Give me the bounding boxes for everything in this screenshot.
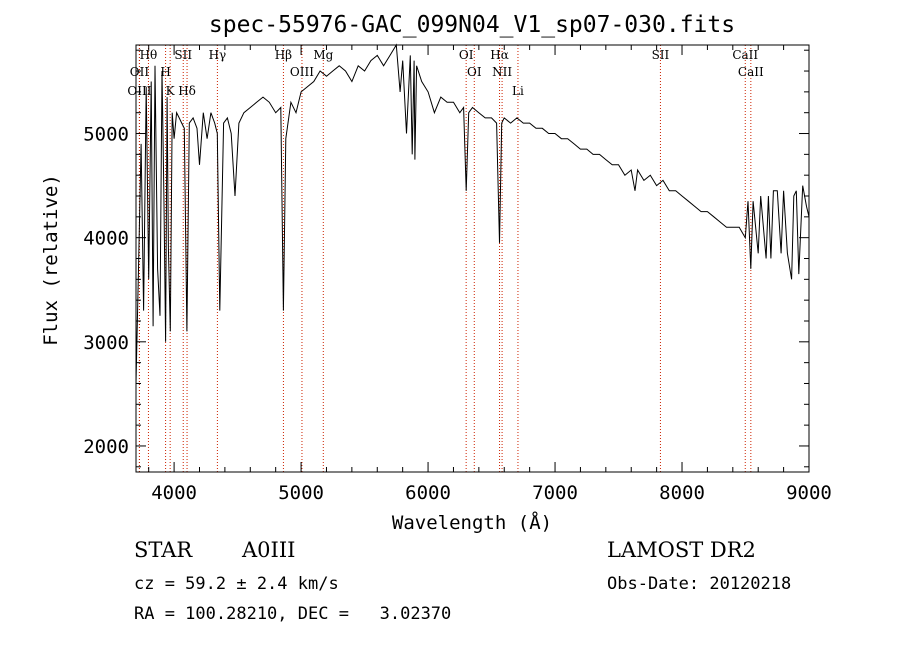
marker-label-6: Hδ xyxy=(178,84,196,98)
marker-label-9: OIII xyxy=(290,65,314,79)
plot-frame xyxy=(135,44,810,473)
coordinates: RA = 100.28210, DEC = 3.02370 xyxy=(134,604,452,624)
y-axis-ticks: 2000 3000 4000 5000 xyxy=(83,49,809,468)
marker-label-13: Hα xyxy=(490,48,509,62)
marker-label-8: Hβ xyxy=(275,48,292,62)
x-tick-label-2: 6000 xyxy=(405,482,451,504)
marker-label-0: Hθ xyxy=(140,48,158,62)
x-tick-label-0: 4000 xyxy=(151,482,197,504)
survey-name: LAMOST DR2 xyxy=(607,538,756,562)
y-tick-label-2: 4000 xyxy=(83,228,129,250)
x-axis-label: Wavelength (Å) xyxy=(392,511,552,534)
marker-label-2: OIII xyxy=(127,84,151,98)
marker-label-15: Li xyxy=(512,84,524,98)
spectrum-series xyxy=(135,43,810,384)
x-axis-ticks: 4000 5000 6000 7000 8000 9000 xyxy=(148,45,832,504)
marker-label-1: OII xyxy=(130,65,150,79)
object-subclass: A0III xyxy=(242,538,296,562)
chart-title: spec-55976-GAC_099N04_V1_sp07-030.fits xyxy=(209,12,735,38)
x-tick-label-4: 8000 xyxy=(659,482,705,504)
y-tick-label-3: 5000 xyxy=(83,124,129,146)
marker-label-7: Hγ xyxy=(209,48,227,62)
marker-label-11: OI xyxy=(459,48,474,62)
series-line-0 xyxy=(135,43,810,384)
marker-label-4: K xyxy=(166,84,176,98)
x-tick-label-5: 9000 xyxy=(786,482,832,504)
marker-label-10: Mg xyxy=(313,48,333,62)
x-tick-label-3: 7000 xyxy=(532,482,578,504)
marker-label-14: NII xyxy=(492,65,512,79)
y-tick-label-1: 3000 xyxy=(83,332,129,354)
marker-label-5: SII xyxy=(174,48,192,62)
marker-label-16: SII xyxy=(652,48,670,62)
redshift-value: cz = 59.2 ± 2.4 km/s xyxy=(134,574,339,594)
object-class: STAR xyxy=(134,538,193,562)
x-tick-label-1: 5000 xyxy=(278,482,324,504)
marker-label-17: CaII xyxy=(732,48,758,62)
marker-label-18: CaII xyxy=(738,65,764,79)
observation-date: Obs-Date: 20120218 xyxy=(607,574,792,594)
marker-label-12: OI xyxy=(467,65,482,79)
marker-label-3: H xyxy=(160,65,170,79)
y-tick-label-0: 2000 xyxy=(83,436,129,458)
y-axis-label: Flux (relative) xyxy=(40,174,62,346)
